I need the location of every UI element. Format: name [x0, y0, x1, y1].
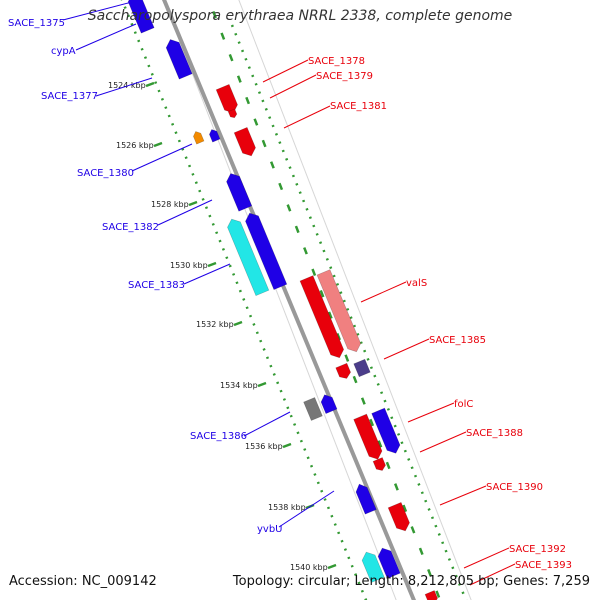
scale-tick	[257, 381, 267, 388]
gene-sace-1386b[interactable]	[319, 392, 338, 415]
gene-label-yvbu[interactable]: yvbU	[257, 524, 283, 535]
gene-label-sace-1388[interactable]: SACE_1388	[466, 428, 523, 439]
leader-line	[131, 143, 193, 172]
leader-line	[62, 1, 133, 21]
leader-line	[269, 74, 317, 99]
leader-line	[407, 402, 455, 423]
inner-band-line	[163, 0, 399, 604]
gene-red-tiny[interactable]	[372, 457, 387, 473]
map-title: Saccharopolyspora erythraea NRRL 2338, c…	[87, 8, 513, 24]
gene-labels: SACE_1375 cypA SACE_1377 SACE_1380 SACE_1382…	[8, 18, 572, 571]
gene-yvbu[interactable]	[354, 482, 377, 515]
scale-label: 1524 kbp	[108, 81, 146, 90]
gene-label-sace-1393[interactable]: SACE_1393	[515, 560, 572, 571]
leader-line	[183, 263, 231, 285]
scale-tick	[327, 563, 337, 570]
leader-line	[262, 59, 309, 83]
gene-label-sace-1383[interactable]: SACE_1383	[128, 280, 185, 291]
genome-summary-text: Topology: circular; Length: 8,212,805 bp…	[232, 574, 590, 589]
gene-features[interactable]	[126, 0, 439, 604]
leader-line	[243, 411, 291, 437]
gene-orange[interactable]	[192, 130, 205, 145]
leader-line	[283, 105, 331, 129]
gene-sace-1388[interactable]	[371, 407, 403, 456]
gene-label-cypa[interactable]: cypA	[51, 46, 76, 57]
scale-label: 1530 kbp	[170, 261, 208, 270]
scale-label: 1532 kbp	[196, 320, 234, 329]
forward-strand-track	[230, 24, 469, 604]
scale-tick	[282, 442, 292, 449]
gene-blue-bottom[interactable]	[376, 545, 401, 579]
leader-line	[278, 490, 335, 528]
scale-label: 1540 kbp	[290, 563, 328, 572]
leader-line	[419, 431, 467, 453]
gene-label-sace-1382[interactable]: SACE_1382	[102, 222, 159, 233]
scale-tick	[145, 81, 155, 88]
gene-sace-1379[interactable]	[227, 108, 238, 119]
label-leaders	[62, 1, 516, 586]
gene-sace-1380[interactable]	[208, 128, 221, 143]
gene-cypa[interactable]	[164, 37, 193, 80]
scale-ticks: 1524 kbp 1526 kbp 1528 kbp 1530 kbp 1532 kbp…	[108, 81, 337, 572]
leader-line	[95, 77, 153, 97]
reverse-strand-track	[120, 0, 369, 604]
scale-tick	[153, 141, 163, 148]
scale-label: 1534 kbp	[220, 381, 258, 390]
gene-folc[interactable]	[353, 413, 385, 462]
scale-label: 1538 kbp	[268, 503, 306, 512]
gene-label-sace-1379[interactable]: SACE_1379	[316, 71, 373, 82]
gene-cyan-1[interactable]	[225, 216, 270, 297]
gene-vals-light[interactable]	[316, 269, 363, 355]
outer-band-line	[238, 0, 474, 604]
accession-text: Accession: NC_009142	[9, 574, 157, 589]
gene-sace-1378[interactable]	[215, 83, 240, 115]
gene-label-vals[interactable]: valS	[406, 278, 427, 289]
gene-sace-1385[interactable]	[353, 358, 371, 378]
gene-label-sace-1378[interactable]: SACE_1378	[308, 56, 365, 67]
scale-tick	[233, 320, 243, 327]
scale-label: 1536 kbp	[245, 442, 283, 451]
leader-line	[360, 281, 407, 303]
leader-line	[157, 199, 213, 226]
leader-line	[469, 563, 516, 586]
gene-sace-1386[interactable]	[303, 397, 323, 421]
gene-sace-1383[interactable]	[243, 210, 288, 291]
gene-vals[interactable]	[299, 275, 346, 361]
gene-label-sace-1375[interactable]: SACE_1375	[8, 18, 65, 29]
gene-label-sace-1386[interactable]: SACE_1386	[190, 431, 247, 442]
gene-cyan-2[interactable]	[360, 549, 385, 583]
scale-label: 1528 kbp	[151, 200, 189, 209]
leader-line	[439, 485, 487, 506]
gene-label-sace-1381[interactable]: SACE_1381	[330, 101, 387, 112]
gene-label-folc[interactable]: folC	[454, 399, 473, 410]
leader-line	[75, 23, 137, 51]
gene-label-sace-1385[interactable]: SACE_1385	[429, 335, 486, 346]
gene-red-small[interactable]	[335, 362, 352, 381]
gene-label-sace-1390[interactable]: SACE_1390	[486, 482, 543, 493]
scale-label: 1526 kbp	[116, 141, 154, 150]
gene-sace-1390[interactable]	[387, 501, 412, 533]
leader-line	[463, 547, 510, 569]
gc-content-track	[207, 0, 442, 601]
scale-tick	[188, 200, 198, 207]
scale-tick	[207, 261, 217, 268]
gene-sace-1381[interactable]	[233, 126, 258, 158]
gene-label-sace-1392[interactable]: SACE_1392	[509, 544, 566, 555]
gene-sace-1375[interactable]	[126, 0, 155, 34]
leader-line	[383, 338, 430, 360]
gene-label-sace-1377[interactable]: SACE_1377	[41, 91, 98, 102]
gene-label-sace-1380[interactable]: SACE_1380	[77, 168, 134, 179]
gene-sace-1382[interactable]	[224, 171, 253, 212]
